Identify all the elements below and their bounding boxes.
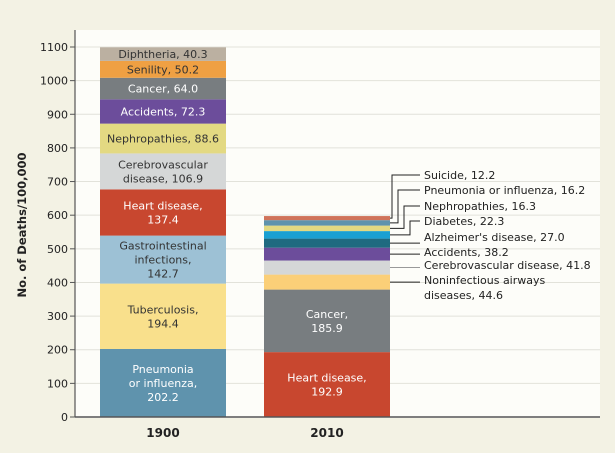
bar-segment bbox=[264, 352, 390, 417]
bar-segment bbox=[100, 77, 226, 100]
segment-label: infections, bbox=[134, 254, 191, 267]
y-tick-label: 1000 bbox=[40, 75, 68, 88]
annotation-label: Pneumonia or influenza, 16.2 bbox=[424, 184, 585, 197]
segment-label: Accidents, 72.3 bbox=[121, 105, 206, 118]
segment-label: 137.4 bbox=[147, 213, 179, 226]
segment-label: Senility, 50.2 bbox=[127, 63, 199, 76]
bar-segment bbox=[100, 60, 226, 78]
y-tick-label: 500 bbox=[47, 243, 68, 256]
segment-label: Diphtheria, 40.3 bbox=[118, 48, 207, 61]
bar-segment bbox=[100, 189, 226, 236]
bar-segment bbox=[264, 274, 390, 290]
x-tick-label: 2010 bbox=[310, 426, 343, 440]
bar-segment bbox=[100, 99, 226, 124]
y-axis-label: No. of Deaths/100,000 bbox=[15, 152, 29, 297]
y-tick-label: 100 bbox=[47, 377, 68, 390]
segment-label: or influenza, bbox=[129, 377, 197, 390]
segment-label: disease, 106.9 bbox=[123, 172, 203, 185]
annotation-label: Suicide, 12.2 bbox=[424, 169, 495, 182]
segment-label: Gastrointestinal bbox=[119, 240, 206, 253]
segment-label: Cancer, 64.0 bbox=[128, 83, 198, 96]
bar-segment bbox=[100, 348, 226, 417]
bar-segment bbox=[264, 247, 390, 261]
segment-label: Heart disease, bbox=[287, 372, 366, 385]
annotation-label: Cerebrovascular disease, 41.8 bbox=[424, 259, 591, 272]
annotation-label: Noninfectious airways bbox=[424, 274, 546, 287]
annotation-leader-line bbox=[390, 220, 420, 236]
annotation-label: Nephropathies, 16.3 bbox=[424, 200, 536, 213]
annotation-leader-line bbox=[390, 189, 420, 224]
annotation-label: Alzheimer's disease, 27.0 bbox=[424, 231, 565, 244]
bar-segment bbox=[264, 231, 390, 239]
segment-label: 192.9 bbox=[311, 386, 343, 399]
annotation-label: diseases, 44.6 bbox=[424, 289, 503, 302]
y-tick-label: 1100 bbox=[40, 41, 68, 54]
annotation-label: Diabetes, 22.3 bbox=[424, 215, 504, 228]
y-tick-label: 400 bbox=[47, 276, 68, 289]
segment-label: 194.4 bbox=[147, 317, 179, 330]
bar-segment bbox=[264, 225, 390, 232]
bar-segment bbox=[264, 238, 390, 248]
y-tick-label: 300 bbox=[47, 310, 68, 323]
bar-segment bbox=[264, 220, 390, 226]
bar-segment bbox=[264, 289, 390, 353]
segment-label: 202.2 bbox=[147, 391, 179, 404]
y-tick-label: 0 bbox=[61, 411, 68, 424]
segment-label: Cancer, bbox=[306, 308, 348, 321]
bar-segment bbox=[264, 216, 390, 221]
segment-label: 142.7 bbox=[147, 268, 179, 281]
y-tick-label: 200 bbox=[47, 344, 68, 357]
bar-segment bbox=[100, 153, 226, 190]
segment-label: Heart disease, bbox=[123, 199, 202, 212]
annotation-label: Accidents, 38.2 bbox=[424, 246, 509, 259]
y-tick-label: 600 bbox=[47, 209, 68, 222]
segment-label: Cerebrovascular bbox=[118, 158, 208, 171]
y-tick-label: 700 bbox=[47, 176, 68, 189]
segment-label: Nephropathies, 88.6 bbox=[107, 133, 219, 146]
y-tick-label: 800 bbox=[47, 142, 68, 155]
segment-label: 185.9 bbox=[311, 322, 343, 335]
bar-segment bbox=[100, 235, 226, 284]
x-tick-label: 1900 bbox=[146, 426, 179, 440]
bar-segment bbox=[264, 260, 390, 275]
bar-segment bbox=[100, 47, 226, 61]
y-tick-label: 900 bbox=[47, 108, 68, 121]
bar-segment bbox=[100, 123, 226, 154]
annotation-leader-line bbox=[390, 174, 420, 219]
annotation-leader-line bbox=[390, 205, 420, 229]
bar-segment bbox=[100, 283, 226, 349]
segment-label: Pneumonia bbox=[132, 363, 193, 376]
segment-label: Tuberculosis, bbox=[127, 303, 199, 316]
